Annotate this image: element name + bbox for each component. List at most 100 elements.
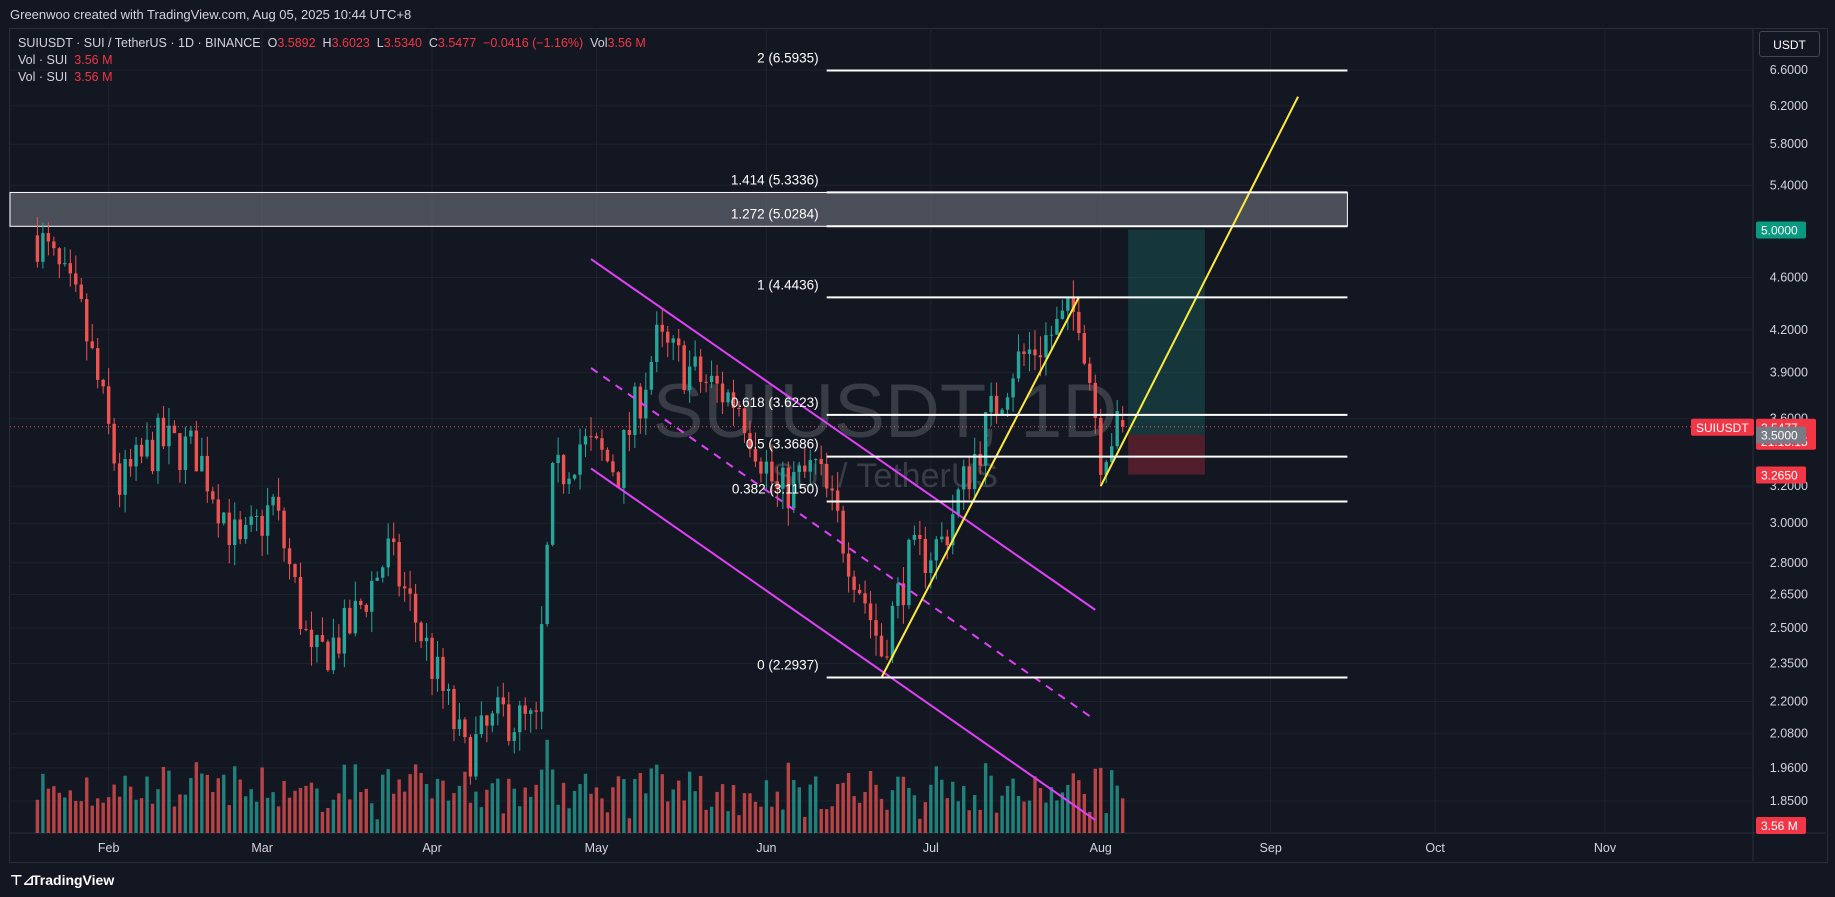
- volume-bar: [1044, 802, 1048, 833]
- candle: [660, 324, 664, 332]
- volume-bar: [172, 806, 177, 833]
- candle: [189, 430, 193, 437]
- candle: [567, 478, 571, 485]
- candle: [545, 544, 549, 625]
- price-tick-label: 2.6500: [1770, 587, 1808, 601]
- zones-layer: [9, 191, 1348, 475]
- candle: [693, 356, 697, 367]
- long-position-target-zone: [1128, 229, 1205, 435]
- volume-bar: [1005, 785, 1010, 833]
- volume-bar: [715, 791, 719, 833]
- volume-bar: [956, 801, 960, 833]
- volume-bar: [687, 771, 692, 833]
- volume-bar: [298, 787, 303, 833]
- volume-bar: [370, 803, 374, 833]
- volume-bar: [408, 774, 412, 833]
- volume-bar: [337, 793, 341, 833]
- volume-bar: [46, 788, 51, 833]
- candle: [123, 459, 127, 495]
- tradingview-logo-icon[interactable]: ⊤⊿: [10, 872, 35, 888]
- candle: [222, 512, 226, 524]
- candle: [90, 341, 94, 349]
- volume-bar: [775, 791, 780, 833]
- candle: [85, 299, 89, 342]
- volume-bar: [1077, 780, 1081, 833]
- price-tick-label: 4.6000: [1770, 270, 1808, 284]
- volume-bar: [271, 792, 275, 833]
- volume-bar: [457, 785, 462, 833]
- candle: [671, 338, 675, 343]
- top-bar: Greenwoo created with TradingView.com, A…: [0, 0, 1835, 28]
- candle: [243, 524, 248, 540]
- volume-bar: [835, 784, 840, 833]
- candle: [868, 603, 873, 621]
- candle: [989, 395, 993, 413]
- volume-bar: [819, 808, 823, 833]
- price-tick-label: 2.3500: [1770, 657, 1808, 671]
- volume-bar: [682, 800, 686, 833]
- volume-bar: [545, 739, 549, 833]
- volume-bar: [117, 796, 122, 833]
- price-label-entry: 3.5000: [1761, 429, 1798, 443]
- volume-bar: [759, 806, 763, 833]
- volume-bar: [128, 786, 133, 833]
- chart-frame[interactable]: [9, 28, 1828, 863]
- time-tick-label: Jun: [756, 841, 776, 855]
- volume-bar: [249, 789, 253, 833]
- candle: [260, 515, 264, 536]
- volume-bar: [841, 782, 845, 833]
- volume-bar: [605, 812, 610, 833]
- volume-bar: [391, 793, 396, 833]
- volume-layer: [35, 739, 1125, 833]
- candle: [468, 737, 473, 777]
- candle: [934, 539, 939, 561]
- currency-button[interactable]: USDT: [1759, 31, 1820, 57]
- candle: [901, 583, 906, 606]
- volume-bar: [68, 790, 72, 833]
- candle: [167, 425, 171, 447]
- price-tick-label: 3.0000: [1770, 516, 1808, 530]
- time-tick-label: Mar: [251, 841, 273, 855]
- channel-mid-line: [590, 367, 1096, 721]
- candle: [572, 474, 577, 479]
- candle: [633, 386, 637, 435]
- candle: [216, 499, 220, 524]
- volume-bar: [485, 789, 489, 833]
- volume-bar: [441, 780, 445, 833]
- volume-bar: [90, 805, 94, 833]
- candle: [786, 467, 791, 509]
- volume-bar: [435, 778, 440, 833]
- volume-bar: [720, 784, 725, 833]
- fib-level-label: 1.414 (5.3336): [731, 172, 819, 187]
- candle: [112, 423, 116, 464]
- volume-bar: [293, 790, 297, 833]
- candle: [874, 620, 878, 636]
- volume-bar: [523, 787, 527, 833]
- candle: [435, 656, 440, 679]
- volume-bar: [649, 768, 653, 833]
- time-tick-label: Oct: [1425, 841, 1445, 855]
- candle: [1044, 335, 1048, 358]
- volume-bar: [63, 797, 67, 833]
- volume-bar: [496, 778, 500, 833]
- volume-bar: [1066, 784, 1070, 833]
- candle: [128, 459, 133, 467]
- volume-bar: [200, 773, 204, 833]
- volume-bar: [644, 793, 648, 833]
- candle: [605, 449, 610, 462]
- volume-bar: [983, 763, 988, 833]
- candle: [539, 624, 544, 712]
- tradingview-brand[interactable]: TradingView: [32, 872, 115, 888]
- candle: [381, 567, 385, 578]
- volume-bar: [698, 775, 703, 833]
- volume-bar: [222, 774, 226, 833]
- volume-bar: [402, 791, 407, 833]
- candle: [983, 412, 988, 466]
- price-tick-label: 1.8500: [1770, 794, 1808, 808]
- volume-bar: [1099, 767, 1103, 833]
- candle: [402, 586, 407, 589]
- candle: [1082, 333, 1087, 364]
- volume-bar: [622, 779, 626, 833]
- candle: [227, 512, 231, 546]
